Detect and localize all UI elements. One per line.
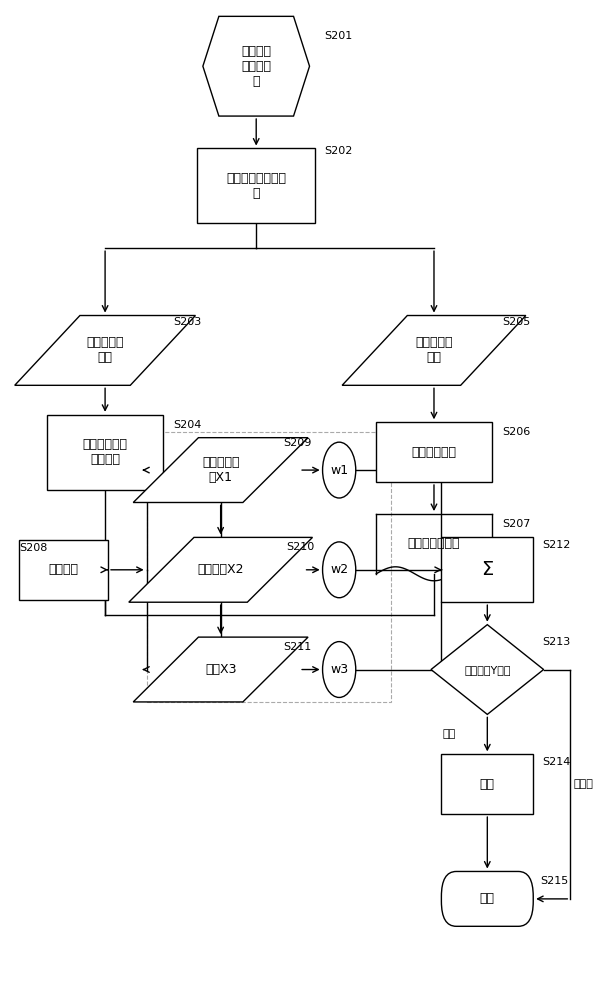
Text: S210: S210 — [286, 542, 314, 552]
Text: S214: S214 — [542, 757, 570, 767]
Text: 不预警: 不预警 — [573, 779, 593, 789]
Text: S209: S209 — [283, 438, 311, 448]
Text: 智能分析判断
影响区域: 智能分析判断 影响区域 — [83, 438, 128, 466]
Text: S203: S203 — [173, 317, 201, 327]
Text: 雷达实况基
数据: 雷达实况基 数据 — [415, 336, 453, 364]
Polygon shape — [133, 637, 308, 702]
Circle shape — [323, 442, 356, 498]
Text: S206: S206 — [502, 427, 530, 437]
Text: 预警: 预警 — [442, 729, 455, 739]
Text: S204: S204 — [173, 420, 202, 430]
Text: Σ: Σ — [481, 560, 494, 579]
Text: w3: w3 — [330, 663, 348, 676]
Polygon shape — [15, 316, 195, 385]
Text: 降水X3: 降水X3 — [205, 663, 237, 676]
Text: 预警: 预警 — [480, 778, 495, 791]
Text: 季节时间X2: 季节时间X2 — [198, 563, 244, 576]
Text: 区域定位: 区域定位 — [49, 563, 78, 576]
Text: w2: w2 — [330, 563, 348, 576]
FancyBboxPatch shape — [441, 537, 533, 602]
Text: 暴雨强对流天气判
断: 暴雨强对流天气判 断 — [226, 172, 286, 200]
Polygon shape — [342, 316, 526, 385]
Circle shape — [323, 542, 356, 598]
Polygon shape — [431, 625, 544, 714]
FancyBboxPatch shape — [376, 422, 492, 482]
FancyBboxPatch shape — [441, 754, 533, 814]
Text: 雷达外推算法: 雷达外推算法 — [412, 446, 456, 459]
Text: S212: S212 — [542, 540, 570, 550]
Text: 自动站降水
数据: 自动站降水 数据 — [86, 336, 124, 364]
Text: 区域数据格点化: 区域数据格点化 — [408, 537, 460, 550]
Text: S205: S205 — [502, 317, 530, 327]
Polygon shape — [133, 438, 308, 502]
FancyBboxPatch shape — [441, 871, 533, 926]
Text: S207: S207 — [502, 519, 531, 529]
Text: 雷达回波强
度X1: 雷达回波强 度X1 — [202, 456, 240, 484]
Text: S215: S215 — [541, 876, 569, 886]
Text: S213: S213 — [542, 637, 570, 647]
FancyBboxPatch shape — [47, 415, 163, 490]
FancyBboxPatch shape — [197, 148, 316, 223]
Polygon shape — [129, 537, 313, 602]
Polygon shape — [203, 16, 310, 116]
Text: S211: S211 — [283, 642, 311, 652]
Text: S202: S202 — [324, 146, 353, 156]
FancyBboxPatch shape — [19, 540, 108, 600]
Text: 强对流暴
雨预报流
程: 强对流暴 雨预报流 程 — [241, 45, 271, 88]
Circle shape — [323, 642, 356, 697]
Text: w1: w1 — [330, 464, 348, 477]
Text: S208: S208 — [19, 543, 47, 553]
Text: 预警阈值Y对比: 预警阈值Y对比 — [464, 665, 510, 675]
Text: S201: S201 — [324, 31, 353, 41]
Text: 结束: 结束 — [480, 892, 495, 905]
